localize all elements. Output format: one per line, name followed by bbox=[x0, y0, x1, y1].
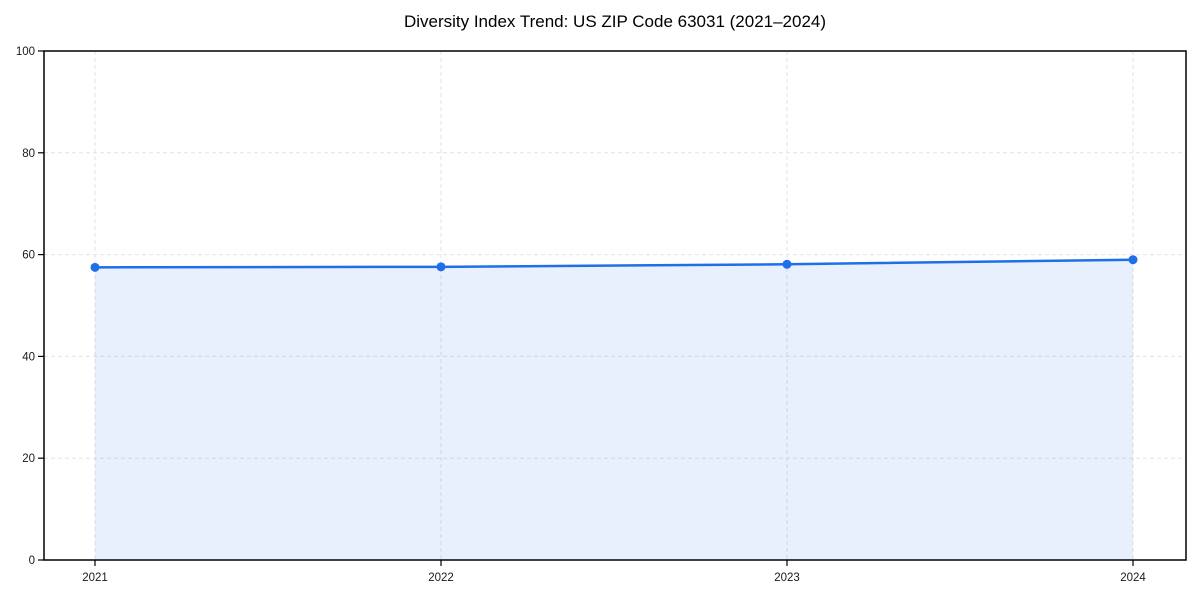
area-fill bbox=[95, 259, 1133, 560]
y-axis-tick-label: 80 bbox=[22, 148, 35, 160]
x-axis-tick-label: 2022 bbox=[428, 572, 454, 584]
y-axis-tick-label: 20 bbox=[22, 453, 35, 465]
x-axis-tick-label: 2024 bbox=[1120, 572, 1146, 584]
y-axis-tick-label: 60 bbox=[22, 250, 35, 262]
trend-line bbox=[93, 258, 1135, 269]
x-axis-tick-label: 2023 bbox=[774, 572, 800, 584]
data-point-marker bbox=[436, 262, 446, 272]
data-point-marker bbox=[90, 262, 100, 272]
y-axis-tick-label: 0 bbox=[29, 555, 35, 567]
data-point-marker bbox=[782, 259, 792, 269]
y-axis-tick-label: 100 bbox=[16, 46, 35, 58]
data-point-marker bbox=[1128, 255, 1138, 265]
plot-frame bbox=[43, 50, 1187, 561]
x-axis-tick-label: 2021 bbox=[82, 572, 108, 584]
y-axis-tick-label: 40 bbox=[22, 351, 35, 363]
chart-title: Diversity Index Trend: US ZIP Code 63031… bbox=[403, 12, 827, 31]
